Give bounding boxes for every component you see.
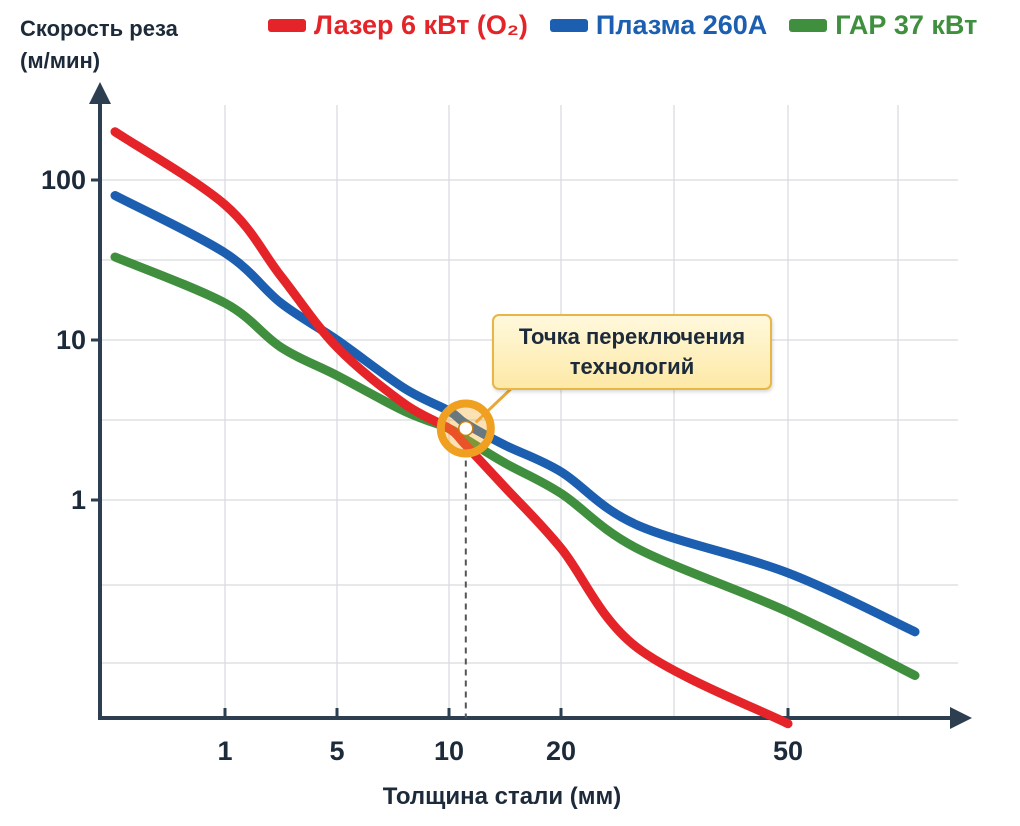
switch-point-marker xyxy=(458,420,474,437)
annotation-text-line2: технологий xyxy=(569,354,695,379)
x-tick-label: 1 xyxy=(217,736,232,766)
legend-swatch-plasma xyxy=(549,19,588,32)
series-line-laser xyxy=(110,127,793,729)
x-tick-label: 20 xyxy=(546,736,576,766)
y-axis-title-line1: Скорость реза xyxy=(20,16,178,41)
annotation-text-line1: Точка переключения xyxy=(518,324,746,349)
annotation-callout: Точка переключения технологий xyxy=(492,314,772,390)
legend-label-waterjet: ГАР 37 кВт xyxy=(835,10,978,40)
y-tick-label: 10 xyxy=(56,325,86,355)
y-tick-label: 1 xyxy=(71,485,86,515)
legend-swatch-waterjet xyxy=(789,19,828,32)
x-tick-label: 10 xyxy=(434,736,464,766)
y-axis-arrow-icon xyxy=(89,82,111,104)
legend-item-laser: Лазер 6 кВт (O₂) xyxy=(268,10,528,41)
legend-swatch-laser xyxy=(268,19,306,32)
legend: Лазер 6 кВт (O₂) Плазма 260А ГАР 37 кВт xyxy=(268,10,999,41)
legend-label-laser: Лазер 6 кВт (O₂) xyxy=(314,10,528,40)
x-tick-label: 50 xyxy=(773,736,803,766)
legend-item-plasma: Плазма 260А xyxy=(549,10,768,41)
x-tick-label: 5 xyxy=(329,736,344,766)
legend-label-plasma: Плазма 260А xyxy=(595,10,768,40)
y-tick-label: 100 xyxy=(41,165,86,195)
series-line-plasma xyxy=(110,191,920,637)
y-axis-title-line2: (м/мин) xyxy=(20,48,101,73)
callout-pointer-line xyxy=(474,382,518,424)
legend-item-waterjet: ГАР 37 кВт xyxy=(789,10,977,41)
x-axis-title: Толщина стали (мм) xyxy=(382,783,622,810)
x-axis-arrow-icon xyxy=(950,707,972,729)
